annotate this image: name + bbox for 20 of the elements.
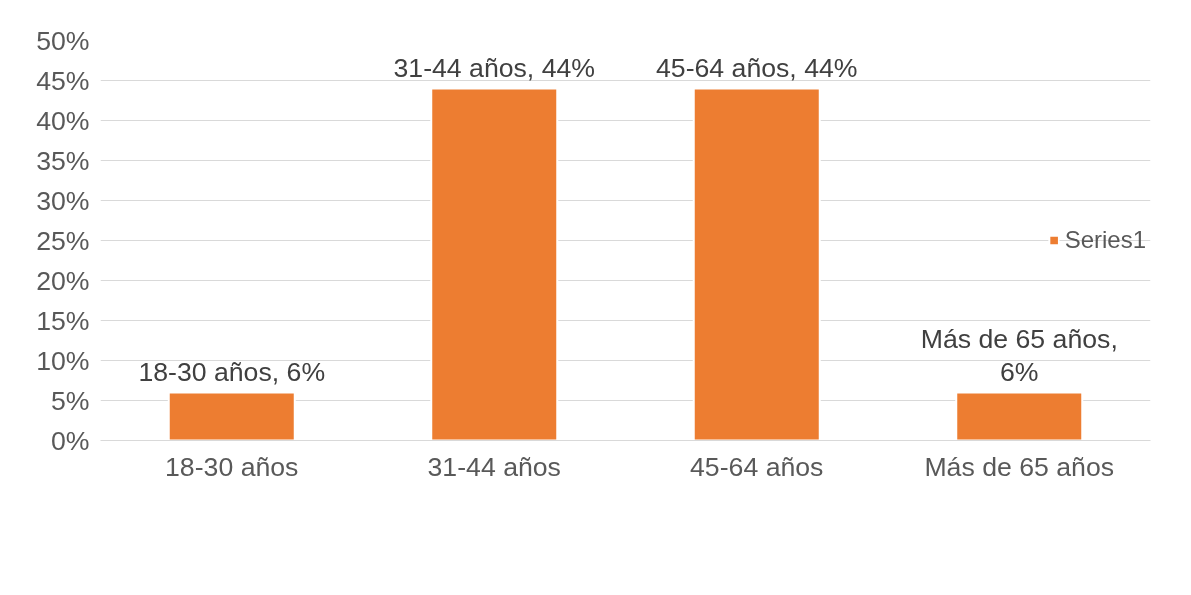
y-tick-label: 35% [36, 145, 90, 176]
x-tick-label: 31-44 años [427, 451, 561, 482]
data-label: Más de 65 años, 6% [920, 323, 1118, 387]
y-tick-label: 30% [36, 185, 90, 216]
y-tick-label: 20% [36, 265, 90, 296]
y-tick-label: 10% [36, 345, 90, 376]
y-tick-label: 50% [36, 25, 90, 56]
y-tick-label: 40% [36, 105, 90, 136]
x-tick-label: 45-64 años [690, 451, 824, 482]
y-tick-label: 15% [36, 305, 90, 336]
legend-label: Series1 [1064, 226, 1146, 254]
y-tick-label: 45% [36, 65, 90, 96]
data-label: 45-64 años, 44% [655, 52, 858, 83]
y-tick-label: 5% [50, 385, 90, 416]
data-label: 31-44 años, 44% [393, 52, 596, 83]
data-label: 18-30 años, 6% [138, 356, 326, 387]
x-tick-label: Más de 65 años [924, 451, 1115, 482]
x-tick-label: 18-30 años [165, 451, 299, 482]
y-tick-label: 0% [50, 425, 90, 456]
y-tick-label: 25% [36, 225, 90, 256]
